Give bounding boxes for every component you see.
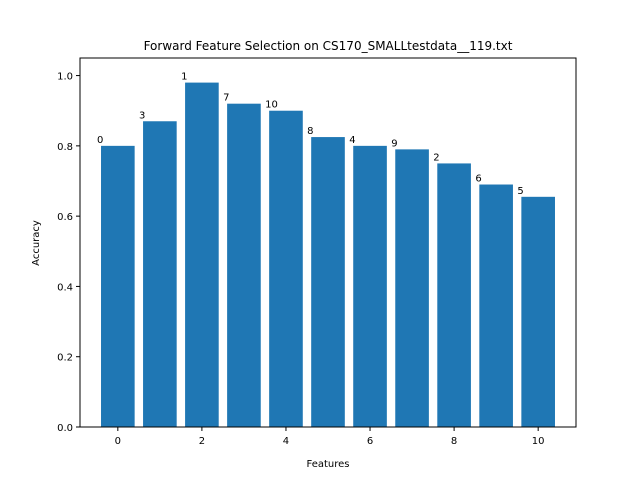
- y-tick-label: 0.0: [57, 423, 73, 434]
- bar-label: 7: [223, 93, 229, 104]
- bars-group: [101, 82, 555, 428]
- chart-title: Forward Feature Selection on CS170_SMALL…: [144, 39, 513, 53]
- bar-label: 4: [349, 135, 355, 146]
- plot-frame: [79, 57, 577, 428]
- y-tick-label: 0.2: [57, 353, 73, 364]
- bar-9: [395, 149, 429, 427]
- bar-0: [101, 145, 135, 427]
- bar-7: [227, 103, 261, 427]
- x-tick-label: 4: [283, 436, 289, 447]
- x-axis-ticks: 0 2 4 6 8 10: [115, 427, 545, 447]
- x-tick-label: 6: [367, 436, 373, 447]
- bar-label: 5: [517, 186, 523, 197]
- y-tick-label: 0.6: [57, 212, 73, 223]
- bar-label: 6: [475, 174, 481, 185]
- x-tick-label: 8: [451, 436, 457, 447]
- bar-label: 10: [265, 100, 278, 111]
- x-tick-label: 0: [115, 436, 121, 447]
- bar-3: [143, 121, 177, 427]
- bar-6: [479, 184, 513, 427]
- bar-label: 8: [307, 126, 313, 137]
- bar-5: [521, 196, 555, 427]
- bar-1: [185, 82, 219, 427]
- y-axis-ticks: 0.0 0.2 0.4 0.6 0.8 1.0: [57, 72, 80, 434]
- y-tick-label: 0.4: [57, 282, 73, 293]
- bar-8: [311, 137, 345, 428]
- x-tick-label: 2: [199, 436, 205, 447]
- bar-label: 0: [97, 135, 103, 146]
- x-tick-label: 10: [532, 436, 545, 447]
- y-tick-label: 1.0: [57, 72, 73, 83]
- y-tick-label: 0.8: [57, 142, 73, 153]
- bar-10: [269, 110, 303, 427]
- bar-label: 3: [139, 110, 145, 121]
- bar-label: 2: [433, 152, 439, 163]
- bar-4: [353, 145, 387, 427]
- bar-label: 9: [391, 138, 397, 149]
- y-axis-label: Accuracy: [31, 220, 42, 266]
- bar-label: 1: [181, 72, 187, 83]
- bar-2: [437, 163, 471, 427]
- bar-labels-group: 0 3 1 7 10 8 4 9 2 6 5: [97, 72, 524, 197]
- x-axis-label: Features: [307, 459, 350, 470]
